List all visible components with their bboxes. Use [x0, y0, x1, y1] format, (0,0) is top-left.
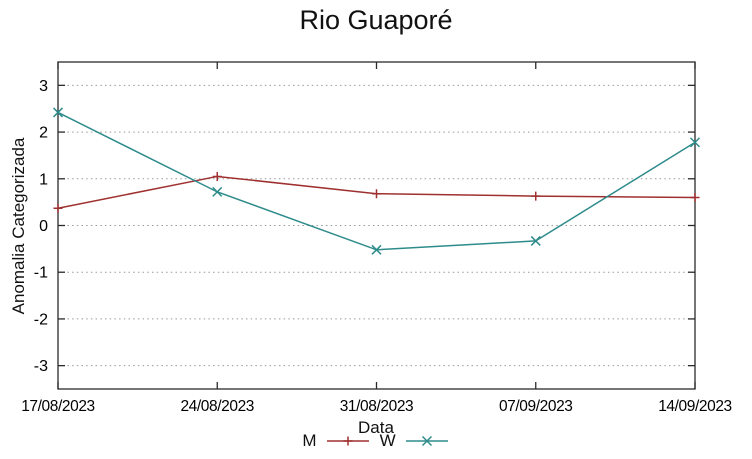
x-tick-label: 24/08/2023 [180, 398, 254, 415]
marker-cross [530, 235, 541, 246]
x-tick-label: 14/09/2023 [658, 398, 732, 415]
legend-label: M [302, 431, 317, 450]
marker-cross [689, 137, 701, 148]
marker-plus [372, 189, 381, 199]
marker-cross [371, 244, 382, 255]
y-tick-label: -1 [34, 265, 48, 282]
x-tick-label: 17/08/2023 [21, 398, 95, 415]
x-tick-label: 31/08/2023 [340, 398, 414, 415]
marker-plus [53, 203, 63, 213]
legend-item-M: M [302, 431, 370, 451]
x-tick-label: 07/09/2023 [499, 398, 573, 415]
marker-cross [52, 107, 64, 118]
marker-cross [421, 435, 432, 447]
y-tick-label: 3 [39, 78, 48, 95]
legend-label: W [379, 431, 396, 450]
x-axis-label: Data [358, 418, 394, 437]
marker-plus [690, 192, 700, 202]
marker-plus [343, 436, 353, 446]
legend-sample-cross [405, 435, 448, 447]
y-tick-label: 2 [39, 125, 48, 142]
chart-title: Rio Guaporé [299, 5, 453, 35]
y-tick-label: -2 [34, 311, 48, 328]
marker-plus [531, 191, 541, 201]
series-line-W [57, 111, 696, 251]
y-tick-label: 0 [39, 218, 48, 235]
marker-plus [212, 171, 222, 181]
legend-item-W: W [380, 431, 450, 451]
legend-sample-plus [326, 436, 369, 446]
y-tick-label: -3 [34, 358, 48, 375]
y-tick-label: 1 [39, 171, 48, 188]
marker-cross [212, 186, 223, 197]
